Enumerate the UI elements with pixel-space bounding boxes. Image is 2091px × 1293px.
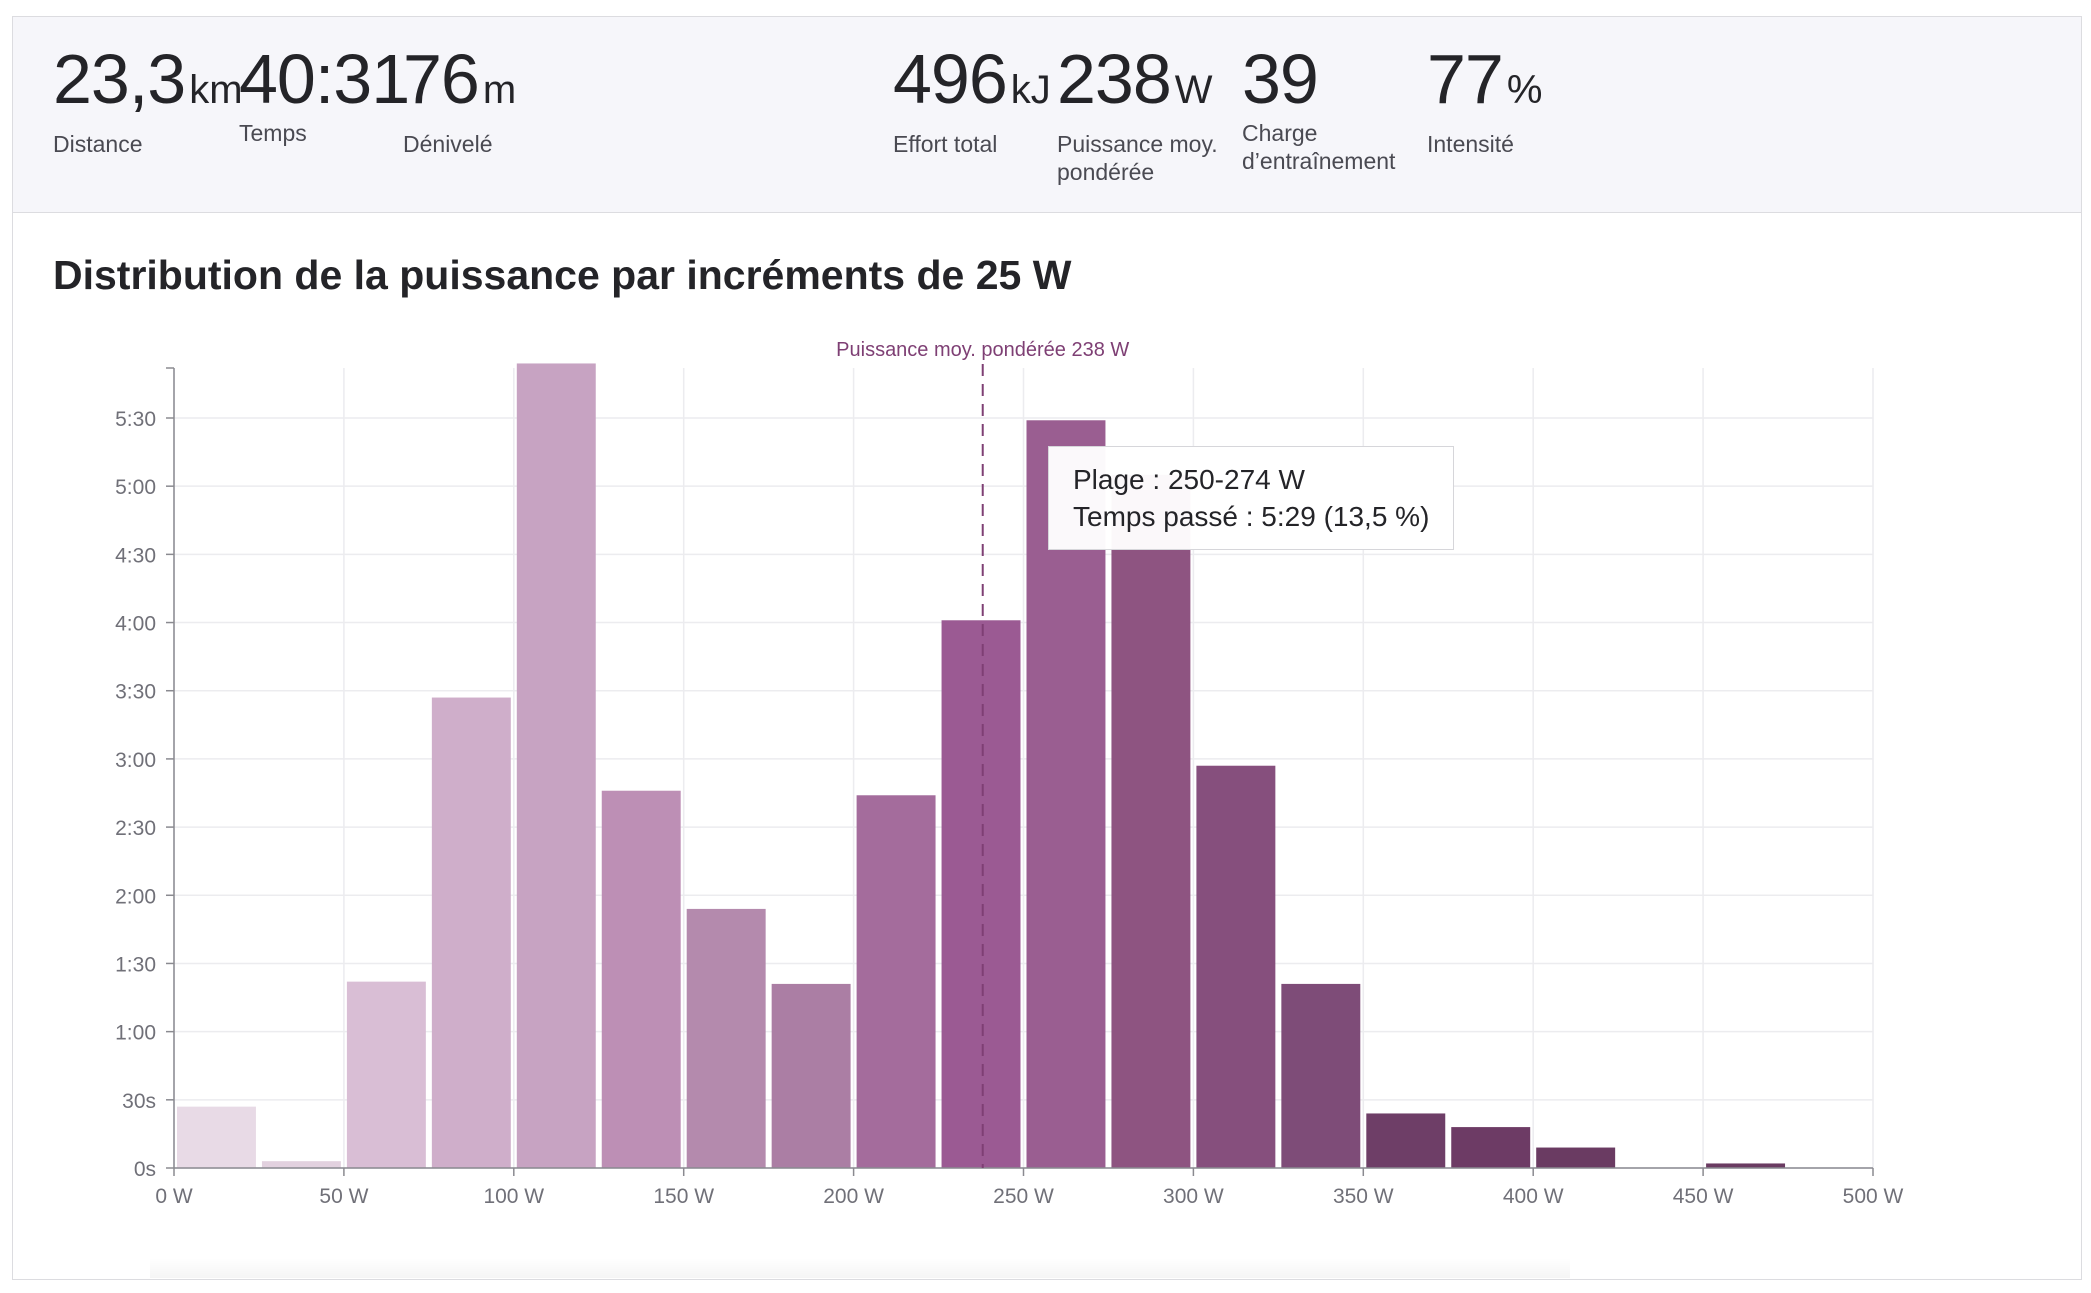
stat-value: 76 <box>403 40 480 118</box>
x-tick-label: 0 W <box>155 1185 193 1208</box>
stat-time: 40:31 Temps <box>239 39 410 147</box>
stat-label: Effort total <box>893 131 998 157</box>
bar <box>1281 983 1361 1168</box>
stats-bar: 23,3 km Distance 40:31 Temps 76 m Dénivelé… <box>13 17 2081 213</box>
reference-line-label: Puissance moy. pondérée 238 W <box>836 339 1129 361</box>
stat-value: 40:31 <box>239 40 410 118</box>
x-tick-label: 50 W <box>319 1185 368 1208</box>
stat-label: Temps <box>239 120 307 146</box>
bar <box>177 1106 256 1168</box>
bar <box>1536 1147 1616 1168</box>
stat-elevation: 76 m Dénivelé <box>403 39 516 158</box>
stat-total-effort: 496 kJ Effort total <box>893 39 1051 158</box>
stat-distance: 23,3 km Distance <box>53 39 243 158</box>
bar <box>431 697 511 1168</box>
section-title: Distribution de la puissance par incréme… <box>53 252 1072 298</box>
stat-label: Dénivelé <box>403 131 493 157</box>
y-tick-label: 1:30 <box>115 953 156 976</box>
y-tick-label: 0s <box>134 1158 156 1181</box>
bar <box>516 363 596 1168</box>
bar <box>346 981 426 1168</box>
bar <box>856 795 936 1168</box>
tooltip-range: Plage : 250-274 W <box>1073 464 1305 495</box>
y-tick-label: 2:30 <box>115 817 156 840</box>
bar <box>771 983 851 1168</box>
stat-unit: W <box>1174 68 1213 112</box>
bar <box>261 1161 341 1168</box>
stat-value: 238 <box>1057 40 1172 118</box>
y-tick-label: 4:00 <box>115 613 156 636</box>
stat-label: Intensité <box>1427 131 1514 157</box>
x-tick-label: 150 W <box>653 1185 714 1208</box>
y-tick-label: 3:00 <box>115 749 156 772</box>
bar <box>1706 1163 1786 1168</box>
stat-intensity: 77% Intensité <box>1427 39 1542 158</box>
x-tick-label: 400 W <box>1503 1185 1564 1208</box>
x-tick-label: 500 W <box>1843 1185 1904 1208</box>
x-tick-label: 350 W <box>1333 1185 1394 1208</box>
stat-unit: kJ <box>1010 68 1051 112</box>
y-tick-label: 4:30 <box>115 544 156 567</box>
x-tick-label: 250 W <box>993 1185 1054 1208</box>
stat-value: 496 <box>893 40 1008 118</box>
x-tick-label: 300 W <box>1163 1185 1224 1208</box>
bar <box>1196 765 1276 1168</box>
bar <box>1111 474 1191 1168</box>
stat-label: Puissance moy. pondérée <box>1057 131 1218 185</box>
stat-value: 77 <box>1427 40 1504 118</box>
x-tick-label: 200 W <box>823 1185 884 1208</box>
bottom-shadow <box>150 1258 1570 1278</box>
y-tick-label: 30s <box>122 1090 156 1113</box>
stat-label: Distance <box>53 131 143 157</box>
bar <box>601 790 681 1168</box>
bar <box>941 620 1021 1168</box>
tooltip-time: Temps passé : 5:29 (13,5 %) <box>1073 501 1430 532</box>
bar <box>686 908 766 1168</box>
stat-weighted-power: 238 W Puissance moy. pondérée <box>1057 39 1218 186</box>
y-tick-label: 3:30 <box>115 681 156 704</box>
y-tick-label: 5:30 <box>115 408 156 431</box>
stat-unit: % <box>1506 68 1543 112</box>
stat-unit: m <box>482 68 517 112</box>
y-tick-label: 2:00 <box>115 885 156 908</box>
stat-label: Charge d’entraînement <box>1242 120 1396 174</box>
x-tick-label: 450 W <box>1673 1185 1734 1208</box>
x-tick-label: 100 W <box>483 1185 544 1208</box>
stat-value: 39 <box>1242 40 1319 118</box>
stat-unit: km <box>189 68 243 112</box>
stat-value: 23,3 <box>53 40 186 118</box>
bar-tooltip: Plage : 250-274 W Temps passé : 5:29 (13… <box>1048 446 1455 550</box>
stat-training-load: 39 Charge d’entraînement <box>1242 39 1395 175</box>
bar <box>1451 1127 1531 1168</box>
y-tick-label: 5:00 <box>115 476 156 499</box>
y-tick-label: 1:00 <box>115 1022 156 1045</box>
bar <box>1366 1113 1446 1168</box>
